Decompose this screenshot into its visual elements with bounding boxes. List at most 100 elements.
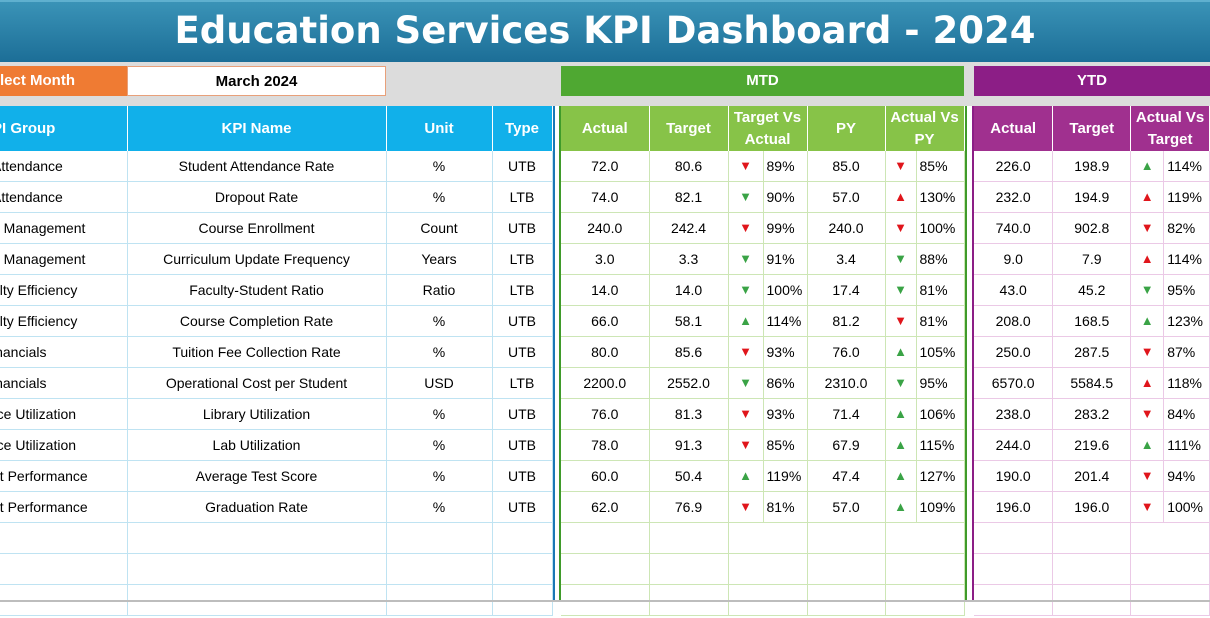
- header-mtd-py[interactable]: PY: [807, 106, 886, 151]
- header-mtd-actual[interactable]: Actual: [561, 106, 650, 151]
- ytd-target-cell: 196.0: [1052, 491, 1132, 523]
- ytd-target-cell: 168.5: [1052, 305, 1132, 337]
- percent-value: 93%: [766, 344, 795, 360]
- table-row[interactable]: ulty Efficiency Course Completion Rate% UT…: [0, 305, 553, 337]
- table-row[interactable]: 80.0 85.6 ▼ 93% 76.0 ▲ 105%: [561, 336, 965, 368]
- ytd-actual-vs-target-cell: ▼ 82%: [1130, 212, 1210, 244]
- empty-cell: [728, 553, 808, 585]
- mtd-py-cell: 3.4: [807, 243, 886, 275]
- mtd-table: Actual Target Target Vs Actual PY Actual…: [561, 106, 965, 616]
- table-row[interactable]: 238.0 283.2 ▼ 84%: [974, 398, 1210, 430]
- mtd-actual-cell: 80.0: [561, 336, 650, 368]
- mtd-target-vs-actual-cell: ▼ 93%: [728, 398, 808, 430]
- empty-cell: [807, 553, 886, 585]
- kpi-name-cell: Graduation Rate: [127, 491, 387, 523]
- table-row[interactable]: AttendanceDropout Rate%LTB: [0, 181, 553, 213]
- table-row[interactable]: rce Utilization Library Utilization% UTB: [0, 398, 553, 430]
- select-month-dropdown[interactable]: March 2024: [127, 66, 386, 96]
- header-ytd-actual-vs-target[interactable]: Actual Vs Target: [1130, 106, 1210, 151]
- table-row[interactable]: 62.0 76.9 ▼ 81% 57.0 ▲ 109%: [561, 491, 965, 523]
- kpi-name-cell: Dropout Rate: [127, 181, 387, 213]
- down-arrow-icon: ▼: [1131, 399, 1165, 429]
- table-row[interactable]: 190.0 201.4 ▼ 94%: [974, 460, 1210, 492]
- table-row[interactable]: nt Performance Graduation Rate% UTB: [0, 491, 553, 523]
- table-row[interactable]: 74.0 82.1 ▼ 90% 57.0 ▲ 130%: [561, 181, 965, 213]
- down-arrow-icon: ▼: [729, 244, 764, 274]
- table-row[interactable]: ulty Efficiency Faculty-Student Ratio Rati…: [0, 274, 553, 306]
- percent-value: 93%: [766, 406, 795, 422]
- table-row[interactable]: 2200.0 2552.0 ▼ 86% 2310.0 ▼ 95%: [561, 367, 965, 399]
- table-row[interactable]: 76.0 81.3 ▼ 93% 71.4 ▲ 106%: [561, 398, 965, 430]
- down-arrow-icon: ▼: [886, 244, 917, 274]
- mtd-actual-vs-py-cell: ▼ 81%: [885, 274, 965, 306]
- unit-cell: %: [386, 398, 493, 430]
- table-row[interactable]: 78.0 91.3 ▼ 85% 67.9 ▲ 115%: [561, 429, 965, 461]
- table-row[interactable]: 72.0 80.6 ▼ 89% 85.0 ▼ 85%: [561, 151, 965, 182]
- header-type[interactable]: Type: [492, 106, 553, 151]
- empty-cell: [0, 553, 128, 585]
- table-row[interactable]: 740.0 902.8 ▼ 82%: [974, 212, 1210, 244]
- ytd-actual-cell: 9.0: [974, 243, 1054, 275]
- table-row[interactable]: 196.0 196.0 ▼ 100%: [974, 491, 1210, 523]
- type-cell: UTB: [492, 305, 553, 337]
- mtd-target-vs-actual-cell: ▲ 119%: [728, 460, 808, 492]
- mtd-actual-cell: 72.0: [561, 151, 650, 182]
- header-unit[interactable]: Unit: [386, 106, 493, 151]
- table-row[interactable]: 244.0 219.6 ▲ 111%: [974, 429, 1210, 461]
- ytd-actual-vs-target-cell: ▲ 119%: [1130, 181, 1210, 213]
- table-row[interactable]: 9.0 7.9 ▲ 114%: [974, 243, 1210, 275]
- empty-cell: [974, 553, 1054, 585]
- table-row[interactable]: 232.0 194.9 ▲ 119%: [974, 181, 1210, 213]
- header-mtd-actual-vs-py[interactable]: Actual Vs PY: [885, 106, 965, 151]
- table-row[interactable]: 43.0 45.2 ▼ 95%: [974, 274, 1210, 306]
- table-row[interactable]: 14.0 14.0 ▼ 100% 17.4 ▼ 81%: [561, 274, 965, 306]
- table-row[interactable]: 6570.0 5584.5 ▲ 118%: [974, 367, 1210, 399]
- up-arrow-icon: ▲: [1131, 244, 1165, 274]
- type-cell: UTB: [492, 336, 553, 368]
- header-kpi-group[interactable]: PI Group: [0, 106, 128, 151]
- ytd-actual-vs-target-cell: ▼ 87%: [1130, 336, 1210, 368]
- empty-cell: [0, 522, 128, 554]
- table-row[interactable]: inancialsOperational Cost per StudentUSD…: [0, 367, 553, 399]
- mtd-actual-cell: 240.0: [561, 212, 650, 244]
- down-arrow-icon: ▼: [729, 492, 764, 522]
- table-row[interactable]: 66.0 58.1 ▲ 114% 81.2 ▼ 81%: [561, 305, 965, 337]
- table-row[interactable]: 3.0 3.3 ▼ 91% 3.4 ▼ 88%: [561, 243, 965, 275]
- down-arrow-icon: ▼: [1131, 213, 1165, 243]
- mtd-actual-vs-py-cell: ▲ 115%: [885, 429, 965, 461]
- mtd-target-vs-actual-cell: ▼ 85%: [728, 429, 808, 461]
- header-ytd-actual[interactable]: Actual: [974, 106, 1054, 151]
- percent-value: 109%: [919, 499, 956, 515]
- table-row[interactable]: 60.0 50.4 ▲ 119% 47.4 ▲ 127%: [561, 460, 965, 492]
- mtd-actual-cell: 66.0: [561, 305, 650, 337]
- table-row[interactable]: nt Performance Average Test Score% UTB: [0, 460, 553, 492]
- percent-value: 100%: [919, 220, 956, 236]
- table-row[interactable]: e Management Curriculum Update Frequency Y…: [0, 243, 553, 275]
- header-mtd-target[interactable]: Target: [649, 106, 729, 151]
- table-row[interactable]: rce Utilization Lab Utilization% UTB: [0, 429, 553, 461]
- down-arrow-icon: ▼: [1131, 461, 1165, 491]
- header-ytd-target[interactable]: Target: [1052, 106, 1132, 151]
- percent-value: 84%: [1167, 406, 1196, 422]
- down-arrow-icon: ▼: [1131, 337, 1165, 367]
- header-kpi-name[interactable]: KPI Name: [127, 106, 387, 151]
- header-mtd-target-vs-actual[interactable]: Target Vs Actual: [728, 106, 808, 151]
- kpi-group-cell: rce Utilization: [0, 398, 128, 430]
- mtd-panel: Actual Target Target Vs Actual PY Actual…: [559, 106, 967, 616]
- mtd-actual-cell: 14.0: [561, 274, 650, 306]
- mtd-section-label: MTD: [561, 66, 964, 96]
- empty-cell: [885, 522, 965, 554]
- unit-cell: %: [386, 151, 493, 182]
- table-row[interactable]: e Management Course Enrollment Count UTB: [0, 212, 553, 244]
- table-row[interactable]: AttendanceStudent Attendance Rate%UTB: [0, 151, 553, 182]
- down-arrow-icon: ▼: [886, 368, 917, 398]
- table-row[interactable]: 250.0 287.5 ▼ 87%: [974, 336, 1210, 368]
- table-row[interactable]: 240.0 242.4 ▼ 99% 240.0 ▼ 100%: [561, 212, 965, 244]
- table-row[interactable]: 226.0 198.9 ▲ 114%: [974, 151, 1210, 182]
- kpi-group-cell: Attendance: [0, 151, 128, 182]
- table-row[interactable]: inancialsTuition Fee Collection Rate%UTB: [0, 336, 553, 368]
- table-row[interactable]: 208.0 168.5 ▲ 123%: [974, 305, 1210, 337]
- ytd-panel: Actual Target Actual Vs Target 226.0 198.…: [972, 106, 1210, 616]
- kpi-group-cell: e Management: [0, 243, 128, 275]
- kpi-group-cell: nt Performance: [0, 460, 128, 492]
